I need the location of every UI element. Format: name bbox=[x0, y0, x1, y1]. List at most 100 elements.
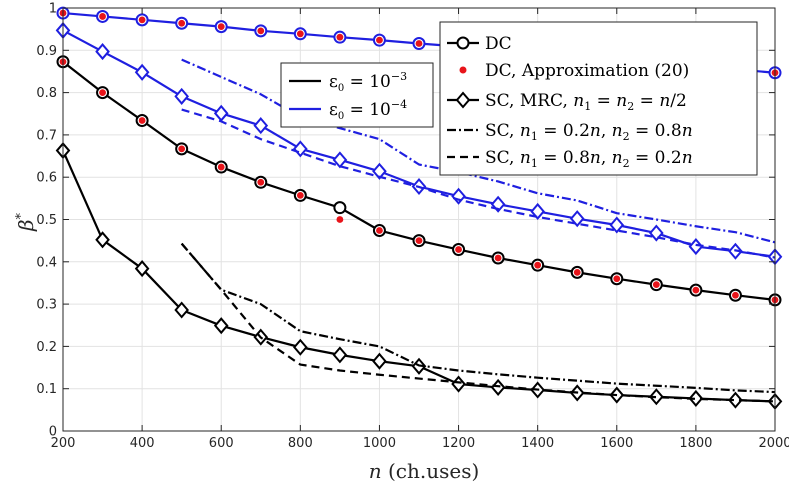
diamond-marker bbox=[95, 43, 110, 61]
approx-dot-marker bbox=[99, 13, 106, 20]
x-tick-label: 1800 bbox=[679, 436, 712, 451]
x-tick-label: 600 bbox=[209, 436, 234, 451]
x-tick-label: 1600 bbox=[600, 436, 633, 451]
approx-dot-marker bbox=[257, 178, 265, 186]
legend-label-sc-02: SC, n1 = 0.2n, n2 = 0.8n bbox=[485, 121, 693, 143]
diamond-marker bbox=[332, 346, 348, 364]
approx-dot-marker bbox=[296, 30, 304, 38]
legend-entry-sc-02: SC, n1 = 0.2n, n2 = 0.8n bbox=[447, 121, 693, 143]
legend-dot-marker bbox=[459, 66, 467, 74]
approx-dot-marker bbox=[336, 33, 344, 41]
y-tick-label: 0.2 bbox=[36, 340, 57, 355]
y-tick-label: 0.3 bbox=[36, 298, 57, 313]
approx-dot-marker bbox=[178, 145, 186, 153]
x-tick-label: 1000 bbox=[363, 436, 396, 451]
diamond-marker bbox=[253, 117, 269, 135]
diamond-marker bbox=[213, 317, 229, 335]
approx-dot-marker bbox=[99, 89, 106, 96]
approx-dot-marker bbox=[336, 216, 344, 223]
main-legend: DC DC, Approximation (20) SC, MRC, n1 = … bbox=[439, 21, 758, 176]
diamond-marker bbox=[609, 216, 625, 234]
diamond-marker bbox=[174, 87, 189, 105]
legend-diamond-marker bbox=[455, 91, 471, 109]
diamond-marker bbox=[451, 187, 466, 205]
ticks: 200 400 600 800 1000 1200 1400 1600 1800 2000 0 0.1… bbox=[36, 2, 789, 452]
diamond-marker bbox=[134, 260, 150, 278]
series-sc-n1-0-2n-0-1e-3 bbox=[180, 242, 776, 394]
y-tick-label: 1 bbox=[49, 2, 57, 17]
diamond-marker bbox=[530, 202, 545, 220]
diamond-marker bbox=[688, 389, 704, 407]
y-tick-label: 0.8 bbox=[36, 86, 57, 101]
series-line bbox=[180, 242, 776, 403]
approx-dot-marker bbox=[376, 36, 383, 44]
approx-dot-marker bbox=[178, 19, 186, 27]
approx-dot-marker bbox=[455, 246, 462, 253]
eps-1e3-legend-label: ε0 = 10−3 bbox=[329, 70, 407, 94]
legend-label-dc-approx: DC, Approximation (20) bbox=[485, 61, 689, 81]
approx-dot-marker bbox=[494, 254, 502, 262]
legend-entry-dc: DC bbox=[447, 34, 512, 54]
legend-circle-marker bbox=[456, 36, 470, 50]
approx-dot-marker bbox=[732, 291, 739, 299]
approx-dot-marker bbox=[573, 268, 581, 276]
diamond-marker bbox=[649, 224, 664, 242]
series-sc-n1-0-8n-0-1e-4 bbox=[181, 108, 776, 259]
x-tick-label: 1400 bbox=[521, 436, 554, 451]
approx-dot-marker bbox=[415, 40, 423, 47]
diamond-marker bbox=[174, 301, 189, 319]
approx-dot-marker bbox=[217, 23, 225, 31]
series-dc-approximation-0-1e-3 bbox=[59, 58, 779, 304]
series-line bbox=[180, 242, 776, 394]
x-tick-label: 200 bbox=[51, 436, 76, 451]
y-tick-label: 0.4 bbox=[36, 255, 57, 270]
x-tick-label: 2000 bbox=[758, 436, 789, 451]
y-tick-label: 0.5 bbox=[36, 213, 57, 228]
y-tick-label: 0.7 bbox=[36, 128, 57, 143]
approx-dot-marker bbox=[296, 191, 304, 199]
approx-dot-marker bbox=[138, 16, 146, 24]
legend-entry-sc-08: SC, n1 = 0.8n, n2 = 0.2n bbox=[447, 148, 693, 170]
series-sc-n1-0-8n-0-1e-3 bbox=[180, 242, 776, 403]
approx-dot-marker bbox=[652, 281, 660, 289]
y-tick-label: 0 bbox=[49, 425, 57, 440]
legend-label-dc: DC bbox=[485, 34, 512, 54]
diamond-marker bbox=[95, 231, 110, 249]
diamond-marker bbox=[293, 338, 308, 356]
legend-label-sc-08: SC, n1 = 0.8n, n2 = 0.2n bbox=[485, 148, 693, 170]
approx-dot-marker bbox=[138, 117, 146, 124]
legend-entry-dc-approx: DC, Approximation (20) bbox=[459, 61, 689, 81]
diamond-marker bbox=[332, 151, 348, 169]
x-tick-label: 800 bbox=[288, 436, 313, 451]
approx-dot-marker bbox=[534, 261, 542, 269]
diamond-marker bbox=[688, 238, 704, 256]
legend-entry-sc-mrc: SC, MRC, n1 = n2 = n/2 bbox=[447, 91, 687, 113]
circle-marker bbox=[333, 201, 347, 215]
diamond-marker bbox=[134, 63, 150, 81]
diamond-marker bbox=[372, 162, 387, 180]
series-line bbox=[181, 108, 776, 259]
x-tick-label: 400 bbox=[130, 436, 155, 451]
plot-series bbox=[55, 6, 783, 410]
y-tick-label: 0.1 bbox=[36, 382, 57, 397]
approx-dot-marker bbox=[415, 237, 423, 245]
diamond-marker bbox=[728, 391, 743, 409]
diamond-marker bbox=[490, 378, 506, 396]
approx-dot-marker bbox=[613, 275, 621, 283]
legend-label-sc-mrc: SC, MRC, n1 = n2 = n/2 bbox=[485, 91, 687, 113]
y-axis-label: β* bbox=[14, 212, 38, 232]
approx-dot-marker bbox=[217, 163, 225, 171]
x-axis-label: n (ch.uses) bbox=[369, 459, 480, 483]
approx-dot-marker bbox=[257, 27, 265, 35]
approx-dot-marker bbox=[376, 227, 383, 234]
epsilon-legend: ε0 = 10−3 ε0 = 10−4 bbox=[280, 62, 434, 128]
eps-1e4-legend-label: ε0 = 10−4 bbox=[329, 98, 407, 122]
diamond-marker bbox=[649, 388, 664, 406]
x-tick-label: 1200 bbox=[442, 436, 475, 451]
y-tick-label: 0.6 bbox=[36, 171, 57, 186]
y-tick-label: 0.9 bbox=[36, 44, 57, 59]
approx-dot-marker bbox=[692, 286, 700, 294]
diamond-marker bbox=[372, 352, 387, 370]
diamond-marker bbox=[213, 104, 229, 122]
